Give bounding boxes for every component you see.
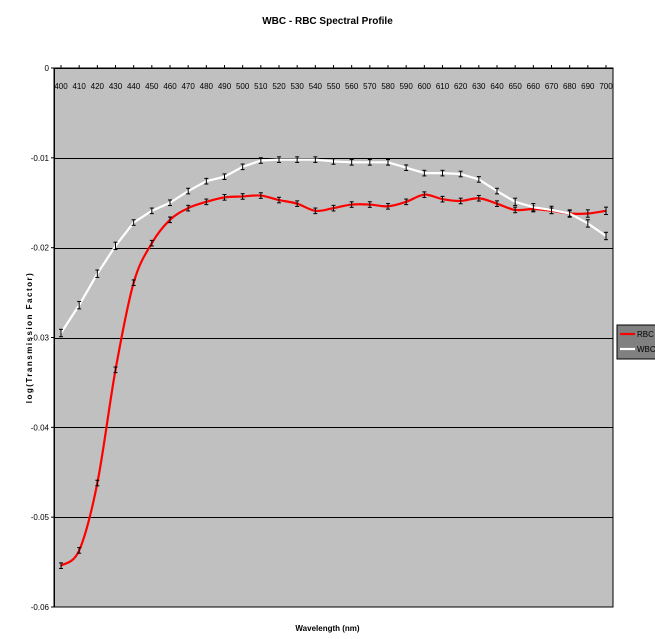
x-tick-label: 480 bbox=[200, 82, 214, 91]
x-tick-label: 620 bbox=[454, 82, 468, 91]
plot-area bbox=[53, 67, 614, 608]
x-tick-label: 650 bbox=[508, 82, 522, 91]
x-tick-label: 700 bbox=[599, 82, 613, 91]
x-tick-label: 610 bbox=[436, 82, 450, 91]
x-tick-label: 660 bbox=[527, 82, 541, 91]
x-tick-label: 420 bbox=[91, 82, 105, 91]
legend-label-rbc: RBC bbox=[637, 330, 654, 339]
y-tick-label: -0.01 bbox=[31, 154, 50, 163]
y-tick-label: -0.04 bbox=[31, 423, 50, 432]
x-tick-label: 540 bbox=[309, 82, 323, 91]
legend-box bbox=[616, 324, 655, 360]
legend-label-wbc: WBC bbox=[637, 345, 655, 354]
x-tick-label: 590 bbox=[399, 82, 413, 91]
x-tick-label: 440 bbox=[127, 82, 141, 91]
series-rbc bbox=[59, 191, 608, 569]
y-tick-label: -0.06 bbox=[31, 603, 50, 612]
x-tick-label: 680 bbox=[563, 82, 577, 91]
series-wbc bbox=[59, 156, 608, 338]
x-tick-label: 640 bbox=[490, 82, 504, 91]
x-tick-label: 570 bbox=[363, 82, 377, 91]
x-tick-label: 580 bbox=[381, 82, 395, 91]
x-tick-label: 630 bbox=[472, 82, 486, 91]
x-axis-title: Wavelength (nm) bbox=[295, 624, 360, 633]
x-tick-label: 600 bbox=[418, 82, 432, 91]
x-tick-label: 430 bbox=[109, 82, 123, 91]
x-tick-label: 500 bbox=[236, 82, 250, 91]
x-tick-label: 410 bbox=[72, 82, 86, 91]
legend: RBC WBC bbox=[616, 324, 655, 360]
x-tick-label: 690 bbox=[581, 82, 595, 91]
x-tick-label: 510 bbox=[254, 82, 268, 91]
x-tick-label: 450 bbox=[145, 82, 159, 91]
y-tick-label: 0 bbox=[45, 64, 50, 73]
y-tick-label: -0.03 bbox=[31, 334, 50, 343]
y-tick-label: -0.02 bbox=[31, 244, 50, 253]
x-tick-label: 560 bbox=[345, 82, 359, 91]
x-tick-label: 470 bbox=[181, 82, 195, 91]
y-axis-title: log(Transmission Factor) bbox=[25, 272, 34, 404]
chart-title: WBC - RBC Spectral Profile bbox=[262, 16, 393, 27]
x-tick-label: 520 bbox=[272, 82, 286, 91]
x-tick-label: 550 bbox=[327, 82, 341, 91]
y-tick-label: -0.05 bbox=[31, 513, 50, 522]
x-tick-label: 460 bbox=[163, 82, 177, 91]
x-tick-label: 490 bbox=[218, 82, 232, 91]
x-tick-label: 400 bbox=[54, 82, 68, 91]
x-tick-label: 670 bbox=[545, 82, 559, 91]
x-tick-label: 530 bbox=[290, 82, 304, 91]
